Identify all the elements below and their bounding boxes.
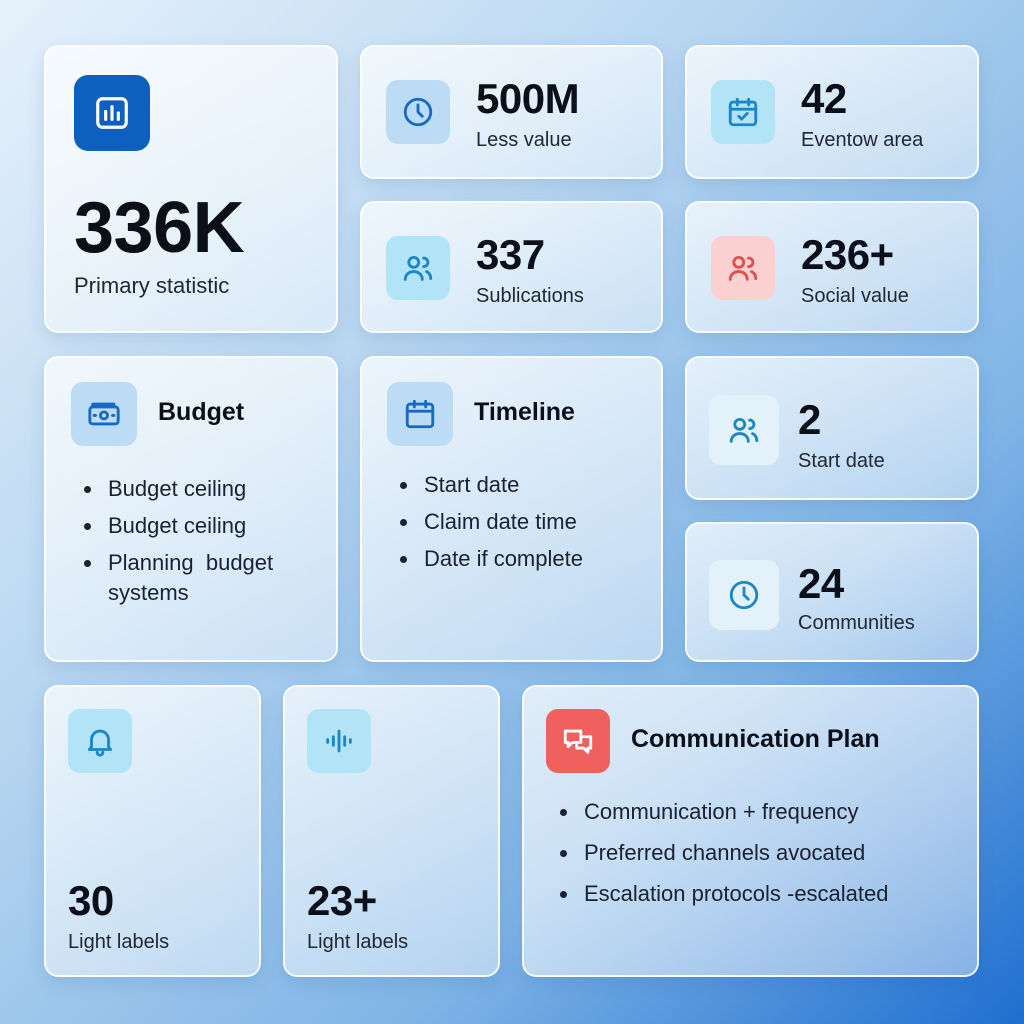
budget-card[interactable]: Budget Budget ceiling Budget ceiling Pla… xyxy=(44,356,338,662)
list-item: Budget ceiling xyxy=(104,470,334,507)
clock-icon xyxy=(386,80,450,144)
users-icon xyxy=(386,236,450,300)
users-icon xyxy=(709,395,779,465)
stat-label: Social value xyxy=(801,285,909,307)
bar-chart-icon xyxy=(74,75,150,151)
stat-label: Start date xyxy=(798,450,885,472)
primary-stat-value: 336K xyxy=(74,188,245,268)
communication-plan-list: Communication + frequency Preferred chan… xyxy=(558,791,980,914)
timeline-list: Start date Claim date time Date if compl… xyxy=(398,466,670,577)
list-item: Start date xyxy=(420,466,670,503)
stat-card-light-labels-wave[interactable]: 23+ Light labels xyxy=(283,685,500,977)
list-item: Claim date time xyxy=(420,503,670,540)
list-item: Escalation protocols -escalated xyxy=(580,873,980,914)
stat-value: 42 xyxy=(801,75,847,122)
stat-label: Less value xyxy=(476,129,572,151)
users-icon xyxy=(711,236,775,300)
chat-bubbles-icon xyxy=(546,709,610,773)
stat-card-light-labels-bell[interactable]: 30 Light labels xyxy=(44,685,261,977)
audio-wave-icon xyxy=(307,709,371,773)
stat-value: 24 xyxy=(798,560,844,607)
stat-label: Communities xyxy=(798,612,915,634)
calendar-icon xyxy=(387,382,453,446)
timeline-card[interactable]: Timeline Start date Claim date time Date… xyxy=(360,356,663,662)
money-icon xyxy=(71,382,137,446)
bell-icon xyxy=(68,709,132,773)
budget-list: Budget ceiling Budget ceiling Planning b… xyxy=(82,470,334,608)
stat-label: Light labels xyxy=(307,931,409,953)
calendar-check-icon xyxy=(711,80,775,144)
stat-label: Sublications xyxy=(476,285,584,307)
stat-value: 23+ xyxy=(307,877,377,924)
list-item: Date if complete xyxy=(420,540,670,577)
stat-label: Light labels xyxy=(68,931,170,953)
clock-icon xyxy=(709,560,779,630)
list-item: Preferred channels avocated xyxy=(580,832,980,873)
primary-stat-card[interactable]: 336K Primary statistic xyxy=(44,45,338,333)
stat-value: 500M xyxy=(476,75,580,122)
communication-plan-card[interactable]: Communication Plan Communication + frequ… xyxy=(522,685,979,977)
stat-card-communities[interactable]: 24 Communities xyxy=(685,522,979,662)
stat-card-sublications[interactable]: 337 Sublications xyxy=(360,201,663,333)
list-item: Planning budget systems xyxy=(104,544,334,608)
stat-card-social-value[interactable]: 236+ Social value xyxy=(685,201,979,333)
stat-card-less-value[interactable]: 500M Less value xyxy=(360,45,663,179)
list-item: Communication + frequency xyxy=(580,791,980,832)
stat-value: 337 xyxy=(476,231,545,278)
primary-stat-label: Primary statistic xyxy=(74,273,230,298)
timeline-title: Timeline xyxy=(474,398,575,426)
stat-value: 30 xyxy=(68,877,114,924)
stat-card-eventow-area[interactable]: 42 Eventow area xyxy=(685,45,979,179)
stat-label: Eventow area xyxy=(801,129,924,151)
stat-value: 236+ xyxy=(801,231,894,278)
stat-card-start-date[interactable]: 2 Start date xyxy=(685,356,979,500)
communication-plan-title: Communication Plan xyxy=(631,725,880,753)
budget-title: Budget xyxy=(158,398,245,426)
list-item: Budget ceiling xyxy=(104,507,334,544)
stat-value: 2 xyxy=(798,396,821,443)
